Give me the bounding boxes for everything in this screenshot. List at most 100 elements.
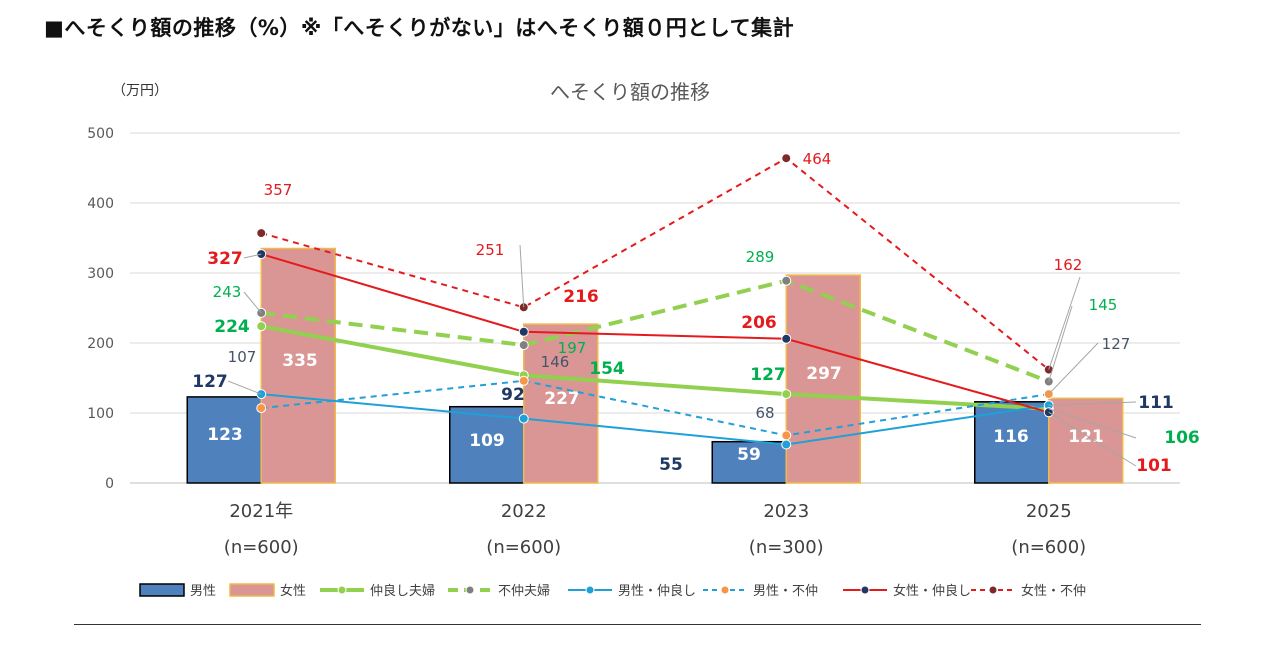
- legend-label: 男性: [190, 584, 216, 599]
- legend-label: 男性・不仲: [753, 584, 818, 599]
- chart-title: へそくり額の推移: [550, 80, 710, 104]
- line-value-label: 92: [501, 385, 525, 405]
- line-value-label: 289: [746, 248, 775, 266]
- leader-line: [243, 291, 262, 314]
- legend-marker: [988, 585, 998, 595]
- series-marker: [781, 430, 792, 441]
- line-value-label: 107: [228, 348, 257, 366]
- legend-label: 女性・仲良し: [893, 583, 971, 599]
- line-value-label: 111: [1138, 393, 1174, 413]
- y-tick-label: 0: [105, 476, 114, 492]
- x-tick-label: 2023: [763, 501, 809, 522]
- y-tick-label: 300: [87, 266, 114, 282]
- x-tick-note: (n=600): [486, 537, 561, 558]
- series-marker: [781, 389, 792, 400]
- series-line: [260, 157, 1050, 371]
- bar-female: [1048, 397, 1124, 484]
- series-marker: [781, 275, 792, 286]
- line-value-label: 197: [558, 339, 587, 357]
- line-value-label: 251: [476, 241, 505, 259]
- leader-line: [1048, 411, 1137, 467]
- bar-value-label: 116: [993, 427, 1029, 447]
- legend-label: 不仲夫婦: [498, 583, 550, 599]
- legend-marker: [337, 585, 347, 595]
- series-line: [261, 278, 1050, 384]
- line-value-label: 357: [264, 181, 293, 199]
- series-marker: [781, 333, 792, 344]
- line-value-label: 327: [207, 249, 243, 269]
- series-marker: [256, 321, 267, 332]
- series-line: [260, 324, 1049, 411]
- line-value-label: 127: [192, 372, 228, 392]
- bar-value-label: 123: [207, 425, 243, 445]
- bar-female: [785, 274, 861, 484]
- x-tick-label: 2022: [501, 501, 547, 522]
- bottom-rule: [74, 624, 1201, 625]
- leader-line: [243, 253, 262, 259]
- leader-line: [1048, 408, 1137, 439]
- legend-label: 女性・不仲: [1021, 583, 1086, 599]
- legend-label: 女性: [280, 583, 306, 599]
- series-marker: [781, 439, 792, 450]
- y-tick-label: 100: [87, 406, 114, 422]
- leader-line: [1048, 276, 1081, 370]
- series-marker: [256, 403, 267, 414]
- page-title: ■へそくり額の推移（%）※「へそくりがない」はへそくり額０円として集計: [44, 16, 795, 40]
- x-tick-label: 2025: [1026, 501, 1072, 522]
- series-marker: [518, 326, 529, 337]
- line-value-label: 243: [213, 283, 242, 301]
- series-marker: [518, 375, 529, 386]
- leader-line: [1048, 305, 1073, 382]
- line-value-label: 154: [589, 359, 625, 379]
- line-value-label: 224: [214, 317, 250, 337]
- legend-marker: [720, 585, 730, 595]
- series-line: [261, 379, 1049, 437]
- bar-female: [523, 323, 599, 484]
- legend-marker: [860, 585, 870, 595]
- leader-line: [1048, 401, 1137, 406]
- bar-value-label: 335: [282, 351, 318, 371]
- legend-label: 男性・仲良し: [618, 583, 696, 599]
- legend-swatch: [229, 583, 275, 597]
- x-tick-label: 2021年: [229, 501, 293, 522]
- line-value-label: 206: [741, 313, 777, 333]
- legend-marker: [465, 585, 475, 595]
- line-value-label: 101: [1136, 456, 1172, 476]
- line-value-label: 145: [1089, 296, 1118, 314]
- legend-label: 仲良し夫婦: [370, 583, 435, 599]
- line-value-label: 216: [563, 287, 599, 307]
- legend-marker: [585, 585, 595, 595]
- series-marker: [518, 340, 529, 351]
- line-value-label: 464: [803, 150, 832, 168]
- line-value-label: 55: [659, 455, 683, 475]
- line-value-label: 68: [755, 404, 774, 422]
- y-tick-label: 400: [87, 196, 114, 212]
- leader-line: [227, 380, 262, 395]
- leader-line: [1048, 342, 1099, 395]
- line-value-label: 106: [1164, 428, 1200, 448]
- x-tick-note: (n=300): [749, 537, 824, 558]
- legend-swatch: [139, 583, 185, 597]
- bar-female: [260, 247, 336, 484]
- line-value-label: 127: [1102, 335, 1131, 353]
- bar-value-label: 59: [737, 445, 761, 465]
- series-marker: [518, 413, 529, 424]
- series-marker: [781, 153, 792, 164]
- bar-value-label: 109: [469, 431, 505, 451]
- bar-value-label: 297: [806, 364, 842, 384]
- y-tick-label: 500: [87, 126, 114, 142]
- series-line: [260, 253, 1050, 414]
- y-tick-label: 200: [87, 336, 114, 352]
- line-value-label: 146: [541, 353, 570, 371]
- bar-male: [186, 396, 262, 484]
- series-marker: [256, 228, 267, 239]
- line-value-label: 162: [1054, 256, 1083, 274]
- x-tick-note: (n=600): [1011, 537, 1086, 558]
- line-value-label: 127: [750, 365, 786, 385]
- series-line: [261, 393, 1049, 446]
- unit-label: （万円）: [112, 83, 168, 99]
- bar-value-label: 227: [544, 389, 580, 409]
- leader-line: [519, 244, 525, 308]
- bar-value-label: 121: [1068, 427, 1104, 447]
